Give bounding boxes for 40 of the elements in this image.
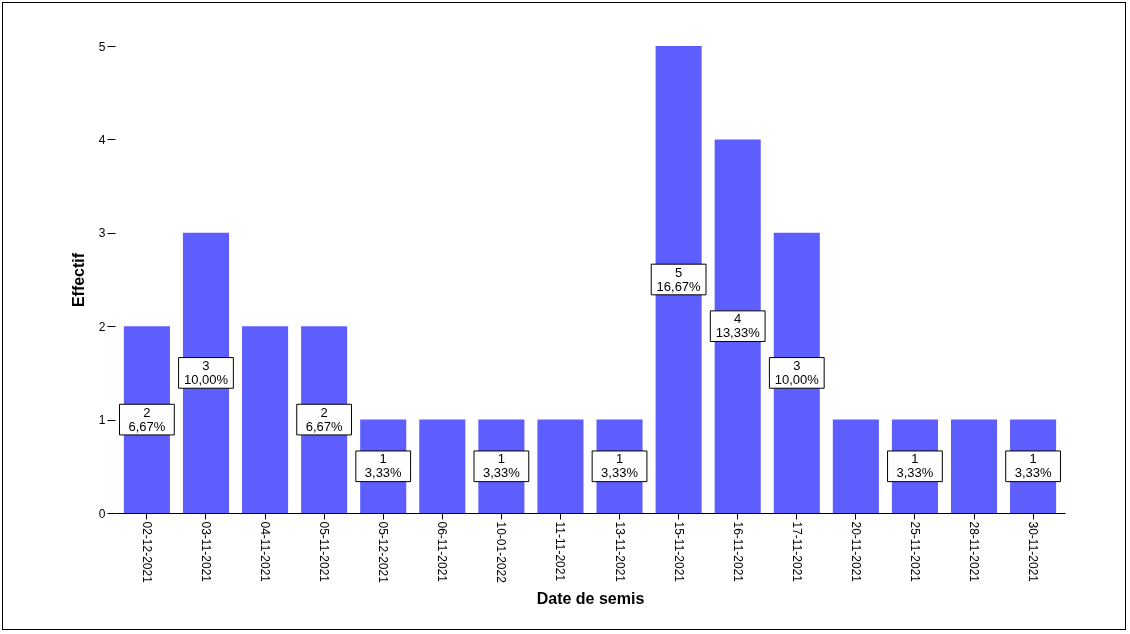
bar (832, 419, 879, 513)
data-label: 4 13,33% (715, 311, 761, 341)
data-label: 5 16,67% (656, 264, 702, 294)
data-label: 3 10,00% (774, 357, 820, 387)
x-tick-label: 11-11-2021 (553, 521, 568, 582)
x-tick-label: 10-01-2022 (494, 521, 509, 584)
x-tick-label: 02-12-2021 (139, 521, 154, 584)
y-tick-label: 0 (98, 506, 106, 521)
bar (950, 419, 998, 513)
x-tick-label: 05-12-2021 (376, 521, 391, 584)
y-tick-label: 1 (98, 413, 106, 428)
y-tick-label: 4 (98, 132, 106, 147)
data-label: 1 3,33% (601, 451, 639, 481)
x-tick-label: 28-11-2021 (967, 521, 982, 583)
y-axis-title: Effectif (69, 252, 87, 308)
x-tick-label: 06-11-2021 (435, 521, 450, 583)
data-label: 1 3,33% (896, 451, 934, 481)
data-label: 2 6,67% (305, 404, 344, 434)
bar (242, 326, 289, 513)
x-tick-label: 15-11-2021 (671, 521, 686, 583)
x-tick-label: 03-11-2021 (198, 521, 213, 583)
x-tick-label: 17-11-2021 (789, 521, 804, 583)
x-tick-label: 05-11-2021 (317, 521, 332, 583)
x-axis-title: Date de semis (536, 589, 645, 607)
data-label: 2 6,67% (128, 404, 166, 434)
y-tick-label: 5 (98, 39, 106, 54)
data-label: 3 10,00% (183, 357, 229, 387)
bar (537, 419, 584, 513)
x-tick-label: 13-11-2021 (612, 521, 627, 583)
x-tick-label: 04-11-2021 (258, 521, 273, 583)
bar (419, 419, 466, 513)
data-label: 1 3,33% (482, 451, 521, 481)
data-label: 1 3,33% (1014, 451, 1052, 481)
x-tick-label: 16-11-2021 (730, 521, 745, 583)
y-tick-label: 2 (98, 319, 106, 334)
x-tick-label: 25-11-2021 (907, 521, 922, 583)
y-tick-label: 3 (98, 226, 106, 241)
x-tick-label: 30-11-2021 (1026, 521, 1041, 583)
x-tick-label: 20-11-2021 (848, 521, 863, 583)
data-label: 1 3,33% (364, 451, 403, 481)
